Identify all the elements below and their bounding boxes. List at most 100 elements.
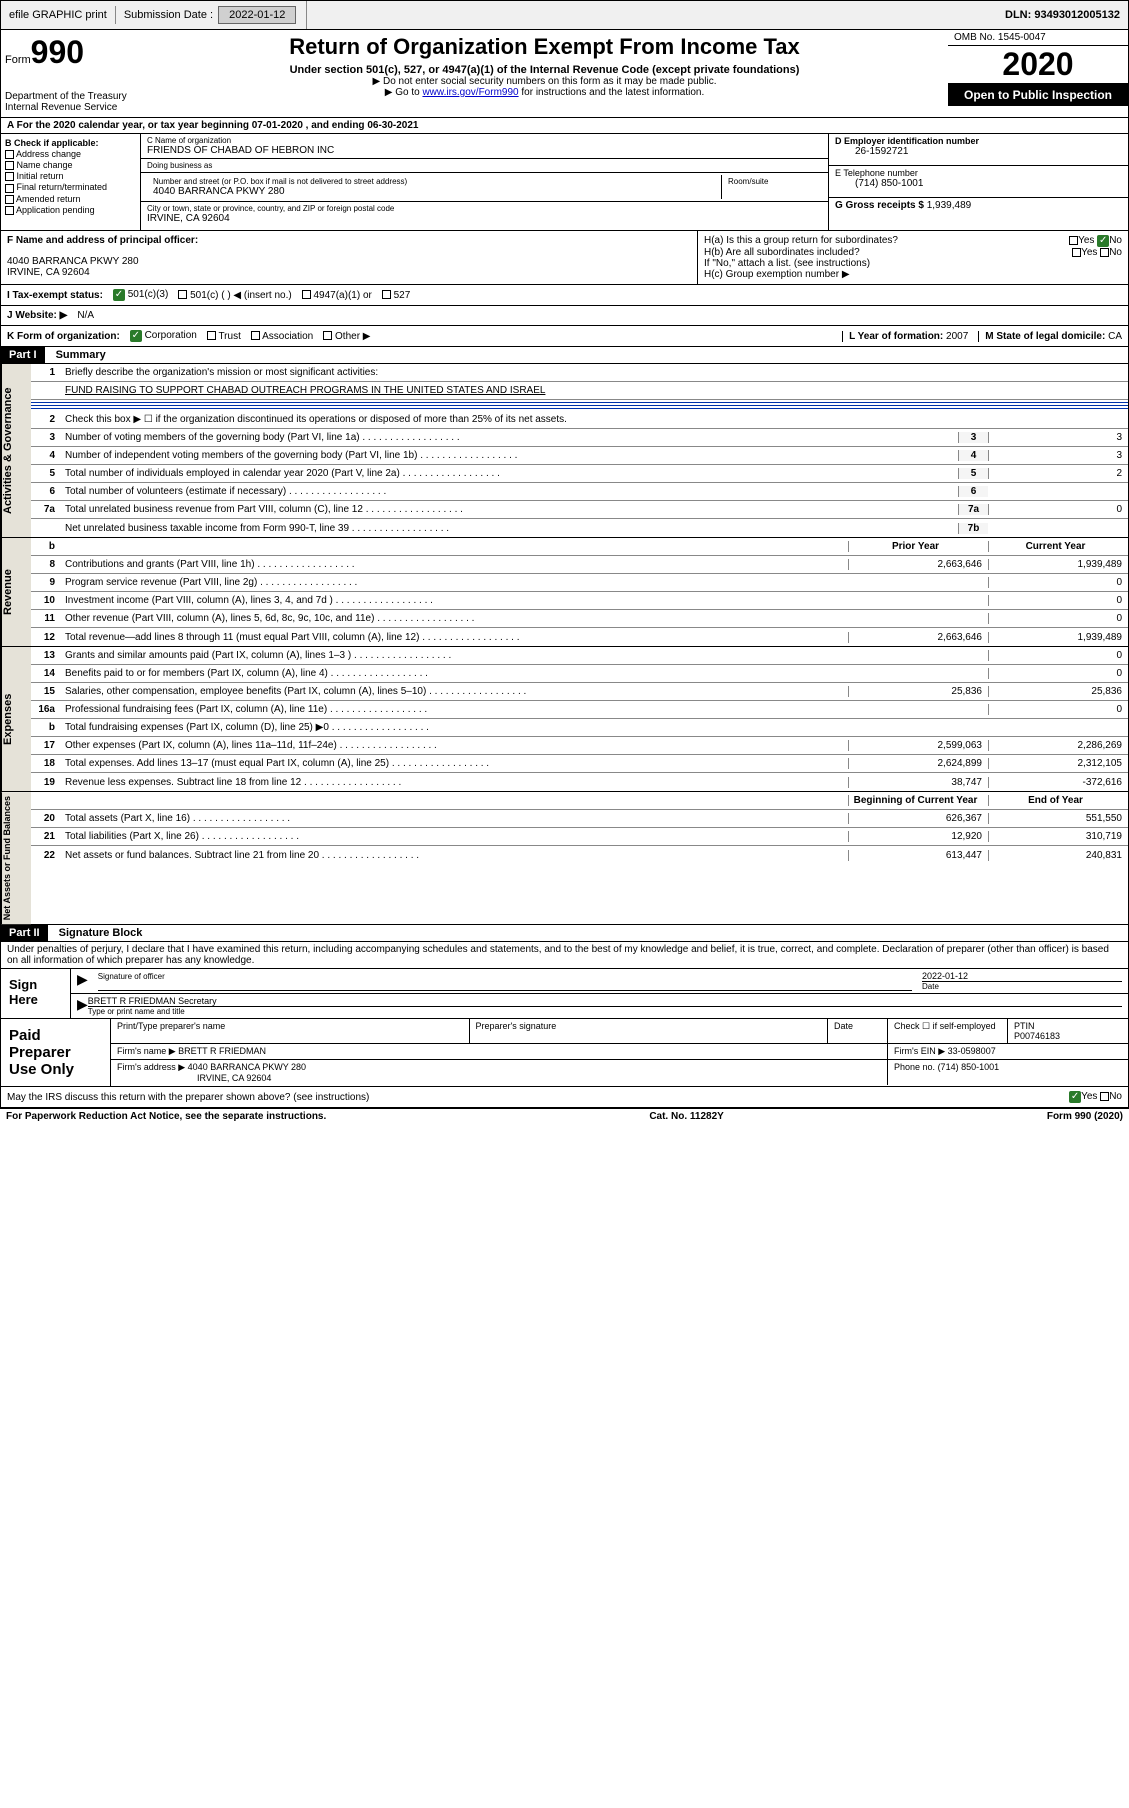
dba-label: Doing business as <box>147 161 822 170</box>
sig-officer-label: Signature of officer <box>98 972 165 981</box>
chk-amended[interactable]: Amended return <box>5 194 136 204</box>
table-row: 7aTotal unrelated business revenue from … <box>31 501 1128 519</box>
paid-preparer-block: Paid Preparer Use Only Print/Type prepar… <box>0 1019 1129 1087</box>
l-value: 2007 <box>946 331 968 342</box>
l-label: L Year of formation: <box>849 331 943 342</box>
ptin-label: PTIN <box>1014 1021 1122 1031</box>
table-row: 3Number of voting members of the governi… <box>31 429 1128 447</box>
header-mid: Return of Organization Exempt From Incom… <box>141 30 948 117</box>
prep-name-hdr: Print/Type preparer's name <box>111 1019 470 1043</box>
col-current-hdr: Current Year <box>988 541 1128 552</box>
q2-label: Check this box ▶ ☐ if the organization d… <box>61 412 1128 427</box>
chk-527[interactable]: 527 <box>382 290 410 301</box>
ha-no: No <box>1109 235 1122 246</box>
form-subtitle: Under section 501(c), 527, or 4947(a)(1)… <box>145 64 944 76</box>
gross-cell: G Gross receipts $ 1,939,489 <box>829 198 1128 230</box>
firm-ein-cell: Firm's EIN ▶ 33-0598007 <box>888 1044 1128 1059</box>
officer-addr2: IRVINE, CA 92604 <box>7 267 691 278</box>
omb-number: OMB No. 1545-0047 <box>948 30 1128 46</box>
box-f: F Name and address of principal officer:… <box>1 231 698 284</box>
row-a-tax-year: A For the 2020 calendar year, or tax yea… <box>0 118 1129 134</box>
vlabel-revenue: Revenue <box>1 538 31 646</box>
opt-4947: 4947(a)(1) or <box>313 290 371 301</box>
chk-pending[interactable]: Application pending <box>5 205 136 215</box>
col-begin-hdr: Beginning of Current Year <box>848 795 988 806</box>
opt-assoc: Association <box>262 331 313 342</box>
form-header: Form990 Department of the Treasury Inter… <box>0 30 1129 118</box>
opt-trust: Trust <box>218 331 240 342</box>
sig-name-label: Type or print name and title <box>88 1006 1122 1016</box>
phone-value: (714) 850-1001 <box>835 178 1122 189</box>
chk-assoc[interactable]: Association <box>251 331 313 342</box>
sign-here-label: Sign Here <box>1 969 71 1018</box>
row-k-label: K Form of organization: <box>7 331 120 342</box>
netassets-section: Net Assets or Fund Balances Beginning of… <box>0 792 1129 925</box>
box-l: L Year of formation: 2007 <box>842 331 968 342</box>
opt-amended: Amended return <box>16 194 81 204</box>
box-m: M State of legal domicile: CA <box>978 331 1122 342</box>
table-row: 21Total liabilities (Part X, line 26)12,… <box>31 828 1128 846</box>
gross-value: 1,939,489 <box>927 200 972 211</box>
sign-fields: ▶ Signature of officer 2022-01-12Date ▶ … <box>71 969 1128 1018</box>
paid-row-hdr: Print/Type preparer's name Preparer's si… <box>111 1019 1128 1044</box>
chk-501c3[interactable]: ✓ 501(c)(3) <box>113 289 168 301</box>
efile-label: efile GRAPHIC print <box>1 6 116 24</box>
ptin-cell: PTINP00746183 <box>1008 1019 1128 1043</box>
opt-name: Name change <box>17 160 73 170</box>
section-b-to-g: B Check if applicable: Address change Na… <box>0 134 1129 231</box>
table-row: 10Investment income (Part VIII, column (… <box>31 592 1128 610</box>
footer-cat: Cat. No. 11282Y <box>649 1111 723 1122</box>
vlabel-expenses: Expenses <box>1 647 31 791</box>
chk-other[interactable]: Other ▶ <box>323 331 370 342</box>
row-i-tax-status: I Tax-exempt status: ✓ 501(c)(3) 501(c) … <box>0 285 1129 306</box>
firm-name-cell: Firm's name ▶ BRETT R FRIEDMAN <box>111 1044 888 1059</box>
paid-row-addr: Firm's address ▶ 4040 BARRANCA PKWY 280I… <box>111 1060 1128 1085</box>
firm-addr2: IRVINE, CA 92604 <box>197 1073 271 1083</box>
chk-trust[interactable]: Trust <box>207 331 241 342</box>
page-footer: For Paperwork Reduction Act Notice, see … <box>0 1108 1129 1124</box>
paid-row-firm: Firm's name ▶ BRETT R FRIEDMAN Firm's EI… <box>111 1044 1128 1060</box>
submission-label: Submission Date : <box>124 9 213 21</box>
phone-label: E Telephone number <box>835 168 1122 178</box>
box-f-label: F Name and address of principal officer: <box>7 235 691 246</box>
officer-addr1: 4040 BARRANCA PKWY 280 <box>7 256 691 267</box>
row-k-form-org: K Form of organization: ✓ Corporation Tr… <box>0 326 1129 347</box>
table-row: Net unrelated business taxable income fr… <box>31 519 1128 537</box>
declaration: Under penalties of perjury, I declare th… <box>0 942 1129 969</box>
chk-4947[interactable]: 4947(a)(1) or <box>302 290 372 301</box>
sig-date-label: Date <box>922 981 1122 991</box>
chk-501c[interactable]: 501(c) ( ) ◀ (insert no.) <box>178 290 291 301</box>
chk-initial-return[interactable]: Initial return <box>5 171 136 181</box>
note-pre: ▶ Go to <box>385 87 423 98</box>
chk-corp[interactable]: ✓ Corporation <box>130 330 197 342</box>
firm-label: Firm's name ▶ <box>117 1046 176 1056</box>
sig-row-2: ▶ BRETT R FRIEDMAN SecretaryType or prin… <box>71 994 1128 1018</box>
box-b-label: B Check if applicable: <box>5 138 136 148</box>
irs-link[interactable]: www.irs.gov/Form990 <box>422 87 518 98</box>
discuss-label: May the IRS discuss this return with the… <box>7 1092 369 1103</box>
vlabel-activities: Activities & Governance <box>1 364 31 537</box>
ptin-value: P00746183 <box>1014 1031 1122 1041</box>
table-row: 9Program service revenue (Part VIII, lin… <box>31 574 1128 592</box>
vlabel-netassets: Net Assets or Fund Balances <box>1 792 31 924</box>
row-i-label: I Tax-exempt status: <box>7 290 103 301</box>
m-label: M State of legal domicile: <box>985 331 1105 342</box>
part2-badge: Part II <box>1 925 48 941</box>
hb-checks: Yes No <box>1072 247 1122 258</box>
city-value: IRVINE, CA 92604 <box>147 213 822 224</box>
table-row: 22Net assets or fund balances. Subtract … <box>31 846 1128 864</box>
submission-date-button[interactable]: 2022-01-12 <box>218 6 296 24</box>
chk-name-change[interactable]: Name change <box>5 160 136 170</box>
hb-yes: Yes <box>1081 247 1097 258</box>
org-name: FRIENDS OF CHABAD OF HEBRON INC <box>147 145 822 156</box>
prep-self-hdr: Check ☐ if self-employed <box>888 1019 1008 1043</box>
chk-address-change[interactable]: Address change <box>5 149 136 159</box>
firm-addr-value: 4040 BARRANCA PKWY 280 <box>188 1062 306 1072</box>
col-prior-hdr: Prior Year <box>848 541 988 552</box>
chk-final-return[interactable]: Final return/terminated <box>5 182 136 192</box>
city-cell: City or town, state or province, country… <box>141 202 828 226</box>
website-value: N/A <box>77 310 94 321</box>
header-left: Form990 Department of the Treasury Inter… <box>1 30 141 117</box>
table-row: 13Grants and similar amounts paid (Part … <box>31 647 1128 665</box>
hb-label: H(b) Are all subordinates included? <box>704 247 860 258</box>
